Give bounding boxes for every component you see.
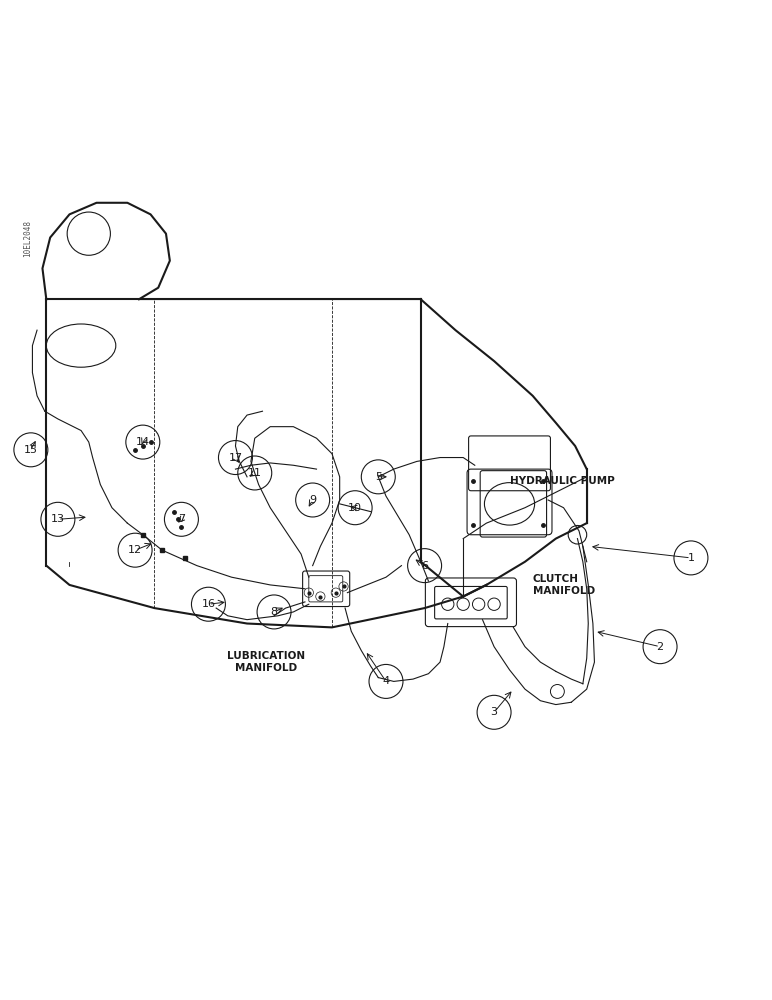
Text: 13: 13 — [51, 514, 65, 524]
Text: 8: 8 — [270, 607, 278, 617]
Text: 10EL2048: 10EL2048 — [23, 220, 32, 257]
Text: 5: 5 — [374, 472, 382, 482]
Text: 3: 3 — [490, 707, 498, 717]
Text: 14: 14 — [136, 437, 150, 447]
Text: 11: 11 — [248, 468, 262, 478]
Text: 7: 7 — [178, 514, 185, 524]
Text: 1: 1 — [687, 553, 695, 563]
Text: 15: 15 — [24, 445, 38, 455]
Text: 16: 16 — [201, 599, 215, 609]
Text: HYDRAULIC PUMP: HYDRAULIC PUMP — [510, 476, 615, 486]
Text: 4: 4 — [382, 676, 390, 686]
Text: LUBRICATION
MANIFOLD: LUBRICATION MANIFOLD — [227, 651, 306, 673]
Text: 9: 9 — [309, 495, 317, 505]
Text: 17: 17 — [229, 453, 242, 463]
Text: CLUTCH
MANIFOLD: CLUTCH MANIFOLD — [533, 574, 594, 596]
Text: 12: 12 — [128, 545, 142, 555]
Text: 2: 2 — [656, 642, 664, 652]
Text: 10: 10 — [348, 503, 362, 513]
Text: 6: 6 — [421, 561, 428, 571]
